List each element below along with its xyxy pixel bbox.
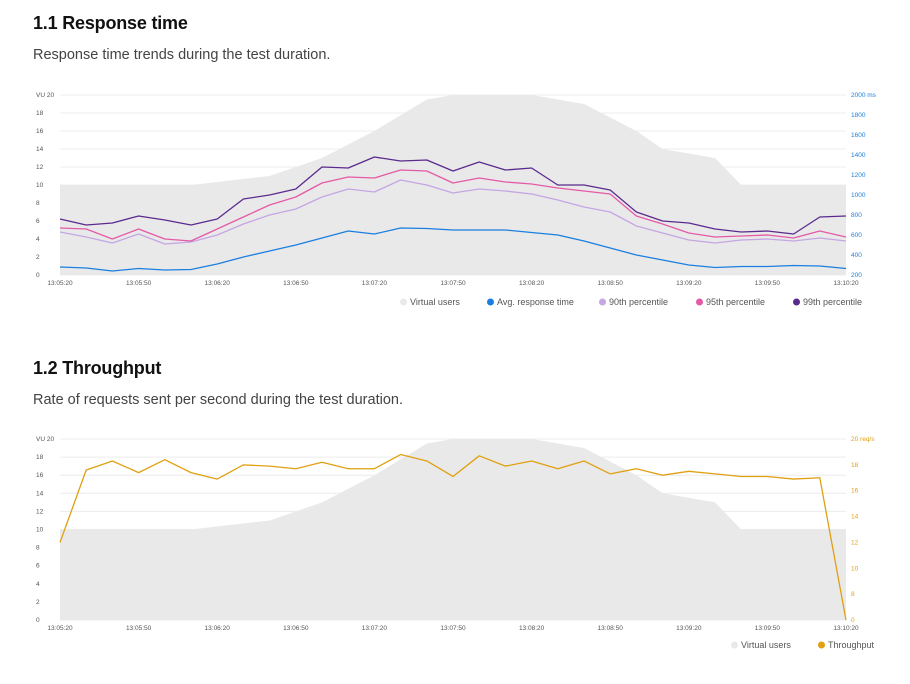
left-axis-tick: 2	[36, 599, 40, 606]
legend-swatch	[599, 298, 606, 306]
legend-item-avg-response-time[interactable]: Avg. response time	[487, 297, 574, 307]
90th-percentile-line	[59, 179, 847, 245]
right-axis-tick: 8	[851, 591, 855, 598]
x-axis-tick: 13:06:20	[205, 280, 231, 287]
left-axis-tick: VU 20	[36, 92, 54, 99]
x-axis-tick: 13:05:50	[126, 625, 152, 632]
left-axis-tick: 8	[36, 545, 40, 552]
left-axis-tick: 18	[36, 454, 44, 461]
left-axis-tick: 16	[36, 128, 44, 135]
legend-label: 95th percentile	[706, 297, 765, 307]
x-axis-tick: 13:08:50	[598, 625, 624, 632]
right-axis-tick: 1000	[851, 192, 866, 199]
x-axis-tick: 13:09:50	[755, 280, 781, 287]
legend-item-90th-percentile[interactable]: 90th percentile	[599, 297, 668, 307]
right-axis-tick: 1400	[851, 152, 866, 159]
response-time-chart: 0 2 4 6 8 10 12 14 16 18 VU 20 13:05:20 13:05:50 13:0…	[36, 92, 877, 307]
right-axis-tick: 0	[851, 617, 855, 624]
virtual-users-area	[60, 95, 846, 275]
section-title: 1.1 Response time	[33, 13, 188, 33]
legend-swatch	[696, 298, 703, 306]
left-axis-tick: 0	[36, 272, 40, 279]
throughput-chart: 0 2 4 6 8 10 12 14 16 18 VU 20 13:05:20 13:05:50 13:0…	[36, 436, 875, 650]
left-axis-tick: 10	[36, 527, 44, 534]
legend-label: Virtual users	[410, 297, 460, 307]
left-axis-tick: 0	[36, 617, 40, 624]
x-axis-tick: 13:09:20	[676, 625, 702, 632]
legend-label: Virtual users	[741, 640, 791, 650]
legend-swatch	[793, 298, 800, 306]
legend-label: 99th percentile	[803, 297, 862, 307]
legend-item-95th-percentile[interactable]: 95th percentile	[696, 297, 765, 307]
right-axis-tick: 1200	[851, 172, 866, 179]
x-axis-tick: 13:05:20	[47, 280, 73, 287]
right-axis-tick: 16	[851, 488, 859, 495]
legend-swatch	[400, 298, 407, 306]
right-axis-tick: 1600	[851, 132, 866, 139]
left-axis-tick: 14	[36, 490, 44, 497]
legend-swatch	[818, 641, 825, 649]
right-axis-tick: 2000 ms	[851, 92, 877, 99]
x-axis-tick: 13:08:50	[598, 280, 624, 287]
x-axis-tick: 13:08:20	[519, 280, 545, 287]
left-axis-tick: 4	[36, 581, 40, 588]
right-axis-tick: 12	[851, 539, 859, 546]
left-axis-tick: 4	[36, 236, 40, 243]
right-axis-tick: 200	[851, 272, 862, 279]
section-title: 1.2 Throughput	[33, 358, 162, 378]
right-axis-tick: 800	[851, 212, 862, 219]
x-axis-tick: 13:06:50	[283, 625, 309, 632]
legend-swatch	[487, 298, 494, 306]
left-axis-tick: 12	[36, 508, 44, 515]
x-axis-tick: 13:05:20	[47, 625, 73, 632]
left-axis-tick: VU 20	[36, 436, 54, 443]
x-axis-tick: 13:09:50	[755, 625, 781, 632]
99th-percentile-line	[59, 156, 847, 235]
section-subtitle: Response time trends during the test dur…	[33, 47, 331, 63]
left-axis-tick: 12	[36, 164, 44, 171]
throughput-line	[59, 453, 847, 621]
x-axis-tick: 13:10:20	[833, 625, 859, 632]
95th-percentile-line	[59, 169, 847, 242]
x-axis-tick: 13:06:50	[283, 280, 309, 287]
x-axis-tick: 13:05:50	[126, 280, 152, 287]
left-axis-tick: 2	[36, 254, 40, 261]
legend-label: Avg. response time	[497, 297, 574, 307]
x-axis-tick: 13:07:20	[362, 280, 388, 287]
x-axis-tick: 13:07:50	[440, 280, 466, 287]
right-axis-tick: 14	[851, 514, 859, 521]
legend-item-virtual-users[interactable]: Virtual users	[400, 297, 460, 307]
legend-swatch	[731, 641, 738, 649]
avg-response-time-line	[59, 227, 847, 272]
right-axis-tick: 20 req/s	[851, 436, 875, 443]
legend-item-throughput[interactable]: Throughput	[818, 640, 875, 650]
x-axis-tick: 13:10:20	[833, 280, 859, 287]
legend-label: Throughput	[828, 640, 875, 650]
right-axis-tick: 1800	[851, 112, 866, 119]
left-axis-tick: 16	[36, 472, 44, 479]
x-axis-tick: 13:09:20	[676, 280, 702, 287]
right-axis-tick: 600	[851, 232, 862, 239]
left-axis-tick: 18	[36, 110, 44, 117]
x-axis-tick: 13:07:50	[440, 625, 466, 632]
left-axis-tick: 6	[36, 563, 40, 570]
left-axis-tick: 14	[36, 146, 44, 153]
x-axis-tick: 13:08:20	[519, 625, 545, 632]
throughput-section: 1.2 Throughput Rate of requests sent per…	[0, 345, 910, 684]
left-axis-tick: 6	[36, 218, 40, 225]
legend-label: 90th percentile	[609, 297, 668, 307]
x-axis-tick: 13:07:20	[362, 625, 388, 632]
right-axis-tick: 400	[851, 252, 862, 259]
virtual-users-area	[60, 439, 846, 620]
right-axis-tick: 10	[851, 565, 859, 572]
left-axis-tick: 10	[36, 182, 44, 189]
section-subtitle: Rate of requests sent per second during …	[33, 392, 403, 408]
x-axis-tick: 13:06:20	[205, 625, 231, 632]
right-axis-tick: 18	[851, 462, 859, 469]
left-axis-tick: 8	[36, 200, 40, 207]
response-time-section: 1.1 Response time Response time trends d…	[0, 0, 910, 330]
legend-item-virtual-users[interactable]: Virtual users	[731, 640, 791, 650]
legend-item-99th-percentile[interactable]: 99th percentile	[793, 297, 862, 307]
